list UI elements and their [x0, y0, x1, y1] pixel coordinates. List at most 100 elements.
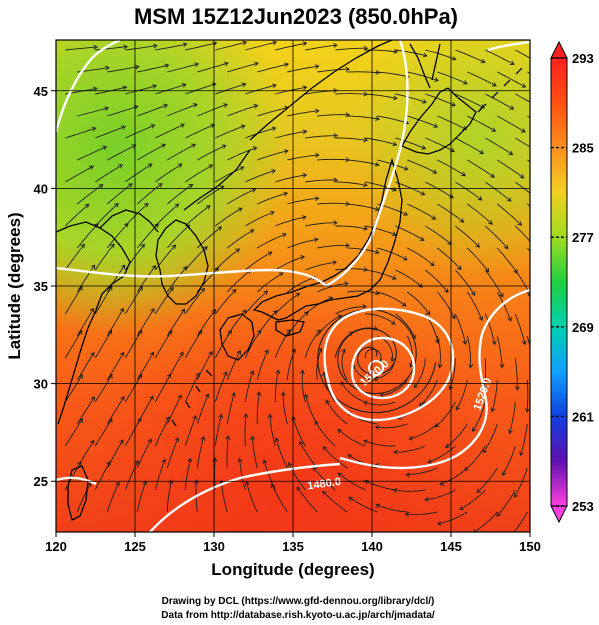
streamline-arrow [539, 106, 543, 110]
streamline-arrow [122, 85, 128, 91]
streamline [274, 292, 300, 315]
streamline-arrow [91, 126, 97, 132]
streamline-arrow [231, 288, 237, 294]
streamline-arrow [374, 290, 380, 296]
streamline-arrow [472, 427, 477, 433]
streamline [269, 414, 276, 447]
streamline [184, 372, 200, 403]
streamline-arrow [547, 222, 551, 226]
streamline-arrow [93, 44, 98, 50]
streamline [515, 181, 530, 194]
streamline-arrow [363, 401, 368, 406]
streamline-arrow [316, 329, 321, 335]
streamline-arrow [271, 168, 276, 174]
streamline-arrow [244, 481, 250, 486]
streamline [365, 93, 398, 100]
streamline [244, 413, 247, 447]
streamline-arrow [468, 363, 474, 369]
streamline-arrow [163, 103, 169, 109]
streamline-arrow [302, 41, 308, 47]
streamline [347, 290, 380, 295]
streamline-arrow [314, 420, 319, 426]
streamline [226, 392, 235, 425]
streamline [455, 93, 485, 109]
streamline-arrow [149, 351, 154, 357]
streamline [515, 137, 530, 148]
streamline [215, 125, 245, 139]
streamline-arrow [450, 147, 455, 153]
streamline [226, 435, 229, 469]
longitude-axis: 120 125 130 135 140 145 150 [45, 532, 541, 554]
streamline-arrow [166, 373, 172, 379]
streamline-arrow [374, 249, 380, 255]
streamline [137, 104, 168, 117]
streamline-arrow [315, 152, 320, 158]
streamline [220, 480, 228, 513]
streamline-arrow [120, 264, 126, 270]
streamline-arrow [448, 385, 454, 391]
streamline [485, 181, 512, 202]
streamline [497, 115, 526, 133]
streamline-arrow [123, 222, 129, 228]
streamline [287, 462, 306, 491]
colorbar-scale [550, 57, 568, 507]
streamline-arrow [490, 173, 495, 178]
streamline [437, 247, 462, 270]
streamline [244, 370, 254, 403]
streamline-arrow [315, 108, 320, 114]
streamline-arrow [249, 229, 255, 234]
streamline-arrow [252, 146, 258, 151]
streamline [317, 114, 350, 117]
streamline-arrow [521, 83, 527, 88]
streamline [497, 159, 525, 179]
streamline [197, 144, 226, 161]
streamline-arrow [502, 471, 507, 477]
streamline [166, 224, 190, 249]
streamline-arrow [179, 351, 184, 357]
streamline-arrow [476, 488, 481, 494]
streamline-arrow [519, 451, 524, 457]
streamline [395, 93, 427, 103]
streamline-arrow [333, 177, 339, 183]
streamline-arrow [363, 45, 369, 51]
streamline [155, 163, 183, 183]
streamline [439, 467, 468, 485]
streamline [312, 466, 336, 491]
streamline [166, 266, 188, 293]
streamline [377, 71, 410, 78]
streamline [94, 203, 119, 227]
streamline [375, 423, 408, 429]
streamline [316, 348, 322, 381]
streamline [464, 445, 486, 471]
streamline-arrow [200, 435, 206, 441]
streamline-arrow [267, 251, 273, 256]
streamline-arrow [363, 182, 368, 188]
streamline [425, 269, 449, 293]
streamline-arrow [161, 458, 167, 464]
streamline-arrow [77, 461, 82, 466]
streamline-arrow [422, 52, 428, 58]
streamline [185, 164, 213, 183]
streamline-arrow [218, 413, 224, 419]
streamline-arrow [508, 429, 513, 435]
streamline-arrow [223, 371, 228, 377]
streamline [227, 188, 256, 205]
streamline [94, 330, 112, 359]
streamline-arrow [203, 246, 208, 251]
streamline [245, 170, 276, 183]
streamline [527, 203, 530, 207]
streamline [466, 291, 483, 321]
streamline [364, 480, 396, 491]
streamline [77, 184, 103, 205]
streamline-arrow [392, 95, 398, 101]
streamline [282, 392, 288, 425]
colorbar-tick-label: 261 [572, 409, 594, 424]
streamline [484, 225, 509, 249]
streamline [485, 137, 513, 155]
streamline-arrow [283, 191, 289, 197]
streamline-arrow [257, 329, 262, 335]
streamline [125, 163, 153, 183]
streamline-arrow [182, 42, 188, 48]
streamline-arrow [392, 141, 398, 147]
